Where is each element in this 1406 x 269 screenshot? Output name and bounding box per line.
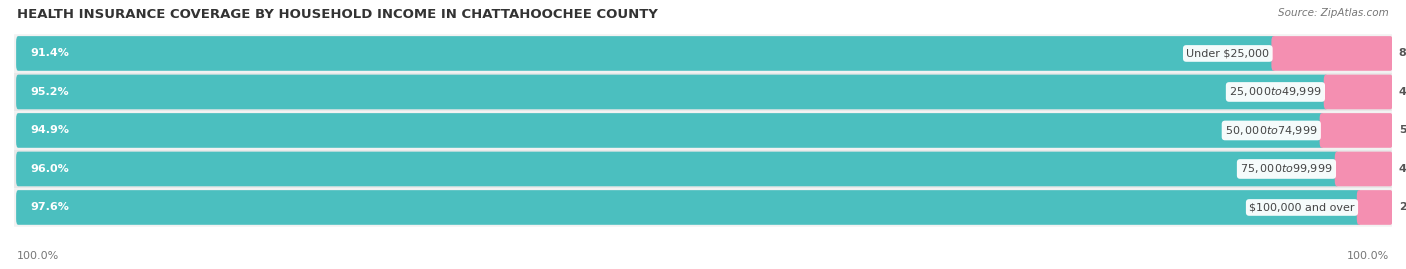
Text: 95.2%: 95.2% (31, 87, 69, 97)
Text: 8.6%: 8.6% (1399, 48, 1406, 58)
FancyBboxPatch shape (14, 34, 1392, 73)
FancyBboxPatch shape (14, 111, 1392, 150)
FancyBboxPatch shape (15, 75, 1327, 109)
Text: $50,000 to $74,999: $50,000 to $74,999 (1225, 124, 1317, 137)
FancyBboxPatch shape (15, 190, 1361, 225)
FancyBboxPatch shape (1323, 75, 1392, 109)
FancyBboxPatch shape (14, 188, 1392, 227)
FancyBboxPatch shape (15, 113, 1323, 148)
Text: 4.8%: 4.8% (1399, 87, 1406, 97)
Text: $75,000 to $99,999: $75,000 to $99,999 (1240, 162, 1333, 175)
FancyBboxPatch shape (1357, 190, 1392, 225)
FancyBboxPatch shape (15, 36, 1275, 71)
Text: 100.0%: 100.0% (17, 251, 59, 261)
FancyBboxPatch shape (1271, 36, 1392, 71)
Text: 4.0%: 4.0% (1399, 164, 1406, 174)
Text: 94.9%: 94.9% (31, 125, 69, 136)
Text: Under $25,000: Under $25,000 (1187, 48, 1270, 58)
Text: Source: ZipAtlas.com: Source: ZipAtlas.com (1278, 8, 1389, 18)
Text: $100,000 and over: $100,000 and over (1250, 203, 1355, 213)
Text: $25,000 to $49,999: $25,000 to $49,999 (1229, 86, 1322, 98)
Text: 91.4%: 91.4% (31, 48, 69, 58)
Text: 100.0%: 100.0% (1347, 251, 1389, 261)
Text: 97.6%: 97.6% (31, 203, 69, 213)
FancyBboxPatch shape (15, 152, 1339, 186)
FancyBboxPatch shape (14, 73, 1392, 111)
FancyBboxPatch shape (1334, 152, 1392, 186)
Text: 2.4%: 2.4% (1399, 203, 1406, 213)
Text: 5.1%: 5.1% (1399, 125, 1406, 136)
Text: HEALTH INSURANCE COVERAGE BY HOUSEHOLD INCOME IN CHATTAHOOCHEE COUNTY: HEALTH INSURANCE COVERAGE BY HOUSEHOLD I… (17, 8, 658, 21)
Text: 96.0%: 96.0% (31, 164, 69, 174)
FancyBboxPatch shape (1320, 113, 1392, 148)
FancyBboxPatch shape (14, 150, 1392, 188)
